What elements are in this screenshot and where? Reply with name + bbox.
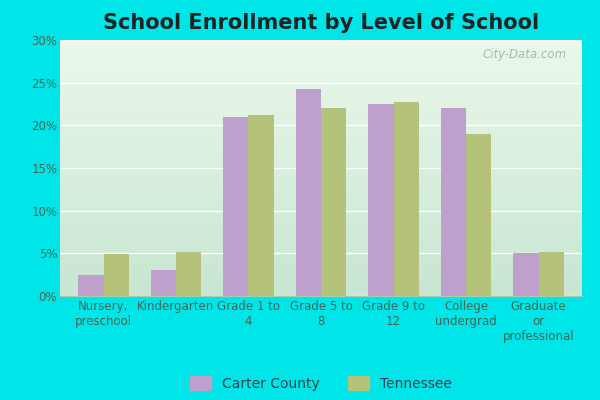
- Bar: [440, 108, 466, 296]
- Title: School Enrollment by Level of School: School Enrollment by Level of School: [103, 13, 539, 33]
- Bar: [513, 253, 539, 296]
- Bar: [466, 134, 491, 296]
- Bar: [321, 108, 346, 296]
- Bar: [78, 275, 104, 296]
- Bar: [104, 254, 129, 296]
- Bar: [151, 270, 176, 296]
- Bar: [539, 252, 564, 296]
- Bar: [176, 252, 202, 296]
- Legend: Carter County, Tennessee: Carter County, Tennessee: [185, 371, 457, 396]
- Bar: [296, 89, 321, 296]
- Bar: [368, 104, 394, 296]
- Text: City-Data.com: City-Data.com: [482, 48, 566, 61]
- Bar: [248, 115, 274, 296]
- Bar: [223, 117, 248, 296]
- Bar: [394, 102, 419, 296]
